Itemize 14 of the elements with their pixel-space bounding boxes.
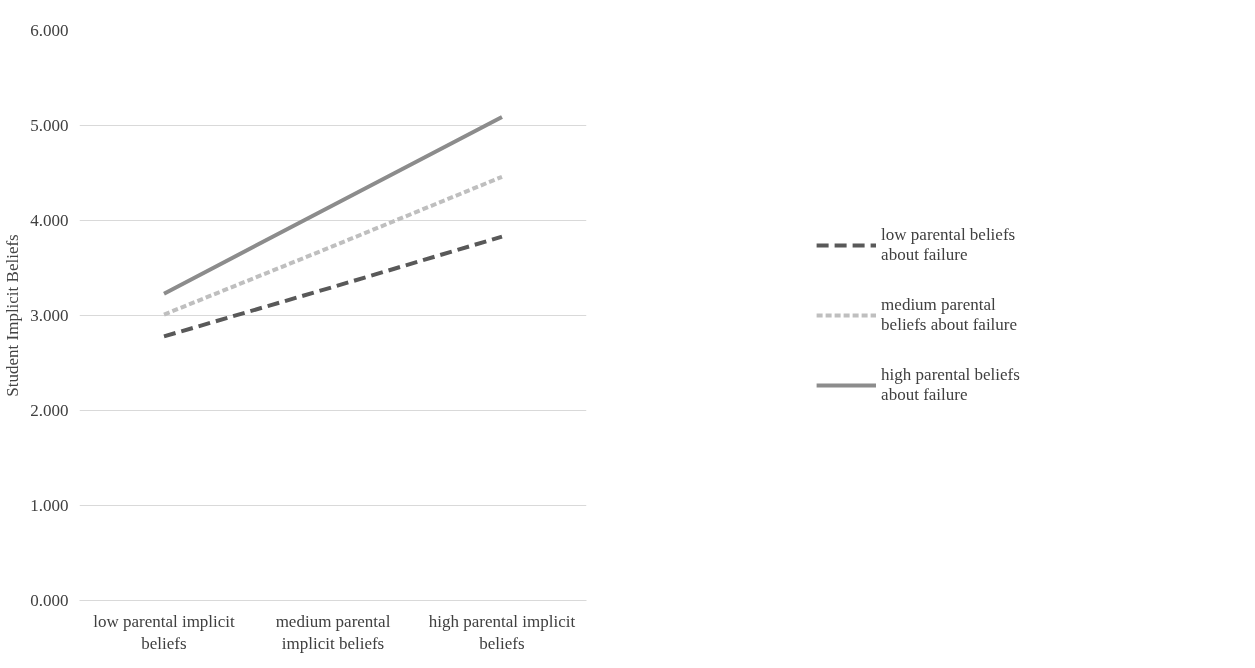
y-tick-label: 4.000	[30, 211, 69, 230]
legend-label: medium parental beliefs about failure	[881, 295, 1018, 335]
x-tick-label: high parental implicit beliefs	[428, 611, 576, 654]
y-tick-label: 2.000	[30, 401, 69, 420]
x-tick-label: low parental implicit beliefs	[93, 611, 236, 654]
y-tick-label: 3.000	[30, 306, 69, 325]
legend-label: low parental beliefs about failure	[881, 225, 1016, 265]
legend-label: high parental beliefs about failure	[881, 365, 1020, 405]
y-tick-label: 5.000	[30, 116, 69, 135]
y-axis-title: Student Implicit Beliefs	[3, 234, 23, 397]
x-tick-label: medium parental implicit beliefs	[275, 611, 391, 654]
y-tick-label: 1.000	[30, 496, 69, 515]
y-tick-label: 0.000	[30, 591, 69, 610]
y-tick-label: 6.000	[30, 21, 69, 40]
